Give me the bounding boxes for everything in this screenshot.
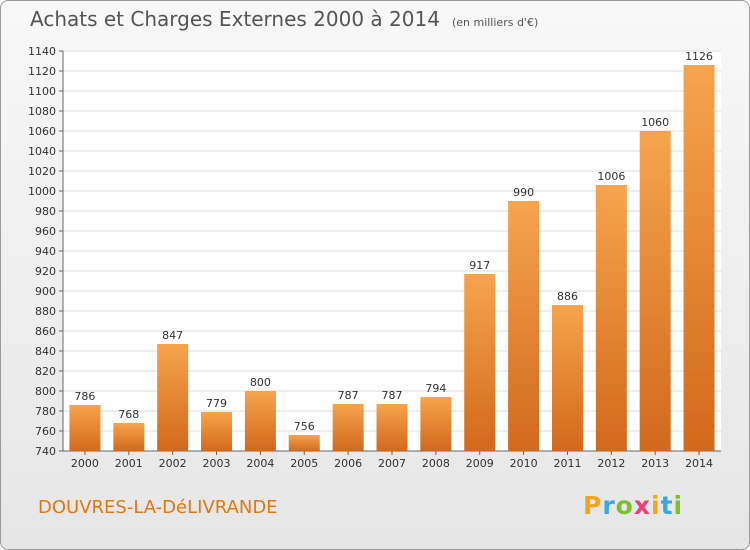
bar-2009 (464, 274, 496, 451)
y-tick-label: 1020 (28, 165, 56, 178)
data-label-2014: 1126 (685, 50, 713, 63)
x-tick-label: 2003 (203, 457, 231, 470)
bar-2003 (201, 412, 233, 451)
y-tick-label: 1080 (28, 105, 56, 118)
x-tick-label: 2002 (159, 457, 187, 470)
data-label-2009: 917 (469, 259, 490, 272)
data-label-2003: 779 (206, 397, 227, 410)
y-tick-label: 1100 (28, 85, 56, 98)
data-label-2004: 800 (250, 376, 271, 389)
bar-2010 (508, 201, 540, 451)
y-tick-label: 1040 (28, 145, 56, 158)
x-tick-label: 2012 (597, 457, 625, 470)
bar-2004 (244, 391, 276, 451)
y-tick-label: 1000 (28, 185, 56, 198)
x-tick-label: 2007 (378, 457, 406, 470)
data-label-2001: 768 (118, 408, 139, 421)
x-tick-label: 2010 (510, 457, 538, 470)
data-label-2012: 1006 (597, 170, 625, 183)
bar-2014 (683, 65, 715, 451)
bar-2006 (332, 404, 364, 451)
y-tick-label: 800 (35, 385, 56, 398)
x-tick-label: 2005 (290, 457, 318, 470)
chart-unit-label: (en milliers d'€) (451, 16, 539, 29)
y-tick-label: 940 (35, 245, 56, 258)
data-label-2010: 990 (513, 186, 534, 199)
commune-name: DOUVRES-LA-DéLIVRANDE (38, 497, 278, 518)
bar-2008 (420, 397, 452, 451)
data-label-2007: 787 (382, 389, 403, 402)
y-tick-label: 740 (35, 445, 56, 458)
proxiti-logo: Proxiti (583, 491, 684, 520)
x-tick-label: 2001 (115, 457, 143, 470)
chart-title-text: Achats et Charges Externes 2000 à 2014 (30, 7, 440, 31)
y-tick-label: 960 (35, 225, 56, 238)
x-tick-label: 2014 (685, 457, 713, 470)
y-tick-label: 820 (35, 365, 56, 378)
y-tick-label: 760 (35, 425, 56, 438)
bar-2013 (639, 131, 671, 451)
bar-2000 (69, 405, 101, 451)
chart-title: Achats et Charges Externes 2000 à 2014 (e… (30, 7, 538, 31)
x-tick-label: 2000 (71, 457, 99, 470)
bar-2002 (157, 344, 189, 451)
y-tick-label: 900 (35, 285, 56, 298)
y-tick-label: 920 (35, 265, 56, 278)
bar-2001 (113, 423, 145, 451)
x-tick-label: 2004 (246, 457, 274, 470)
y-tick-label: 880 (35, 305, 56, 318)
data-label-2000: 786 (74, 390, 95, 403)
y-tick-label: 780 (35, 405, 56, 418)
y-tick-label: 840 (35, 345, 56, 358)
x-tick-label: 2008 (422, 457, 450, 470)
x-tick-label: 2006 (334, 457, 362, 470)
data-label-2008: 794 (425, 382, 446, 395)
bar-2007 (376, 404, 408, 451)
data-label-2006: 787 (338, 389, 359, 402)
y-tick-label: 860 (35, 325, 56, 338)
y-tick-label: 1060 (28, 125, 56, 138)
x-tick-label: 2011 (553, 457, 581, 470)
bar-2005 (288, 435, 320, 451)
data-label-2011: 886 (557, 290, 578, 303)
data-label-2005: 756 (294, 420, 315, 433)
x-tick-label: 2009 (466, 457, 494, 470)
y-tick-label: 1140 (28, 45, 56, 58)
y-tick-label: 980 (35, 205, 56, 218)
bar-2011 (551, 305, 583, 451)
y-tick-label: 1120 (28, 65, 56, 78)
data-label-2013: 1060 (641, 116, 669, 129)
x-tick-label: 2013 (641, 457, 669, 470)
data-label-2002: 847 (162, 329, 183, 342)
bar-2012 (595, 185, 627, 451)
